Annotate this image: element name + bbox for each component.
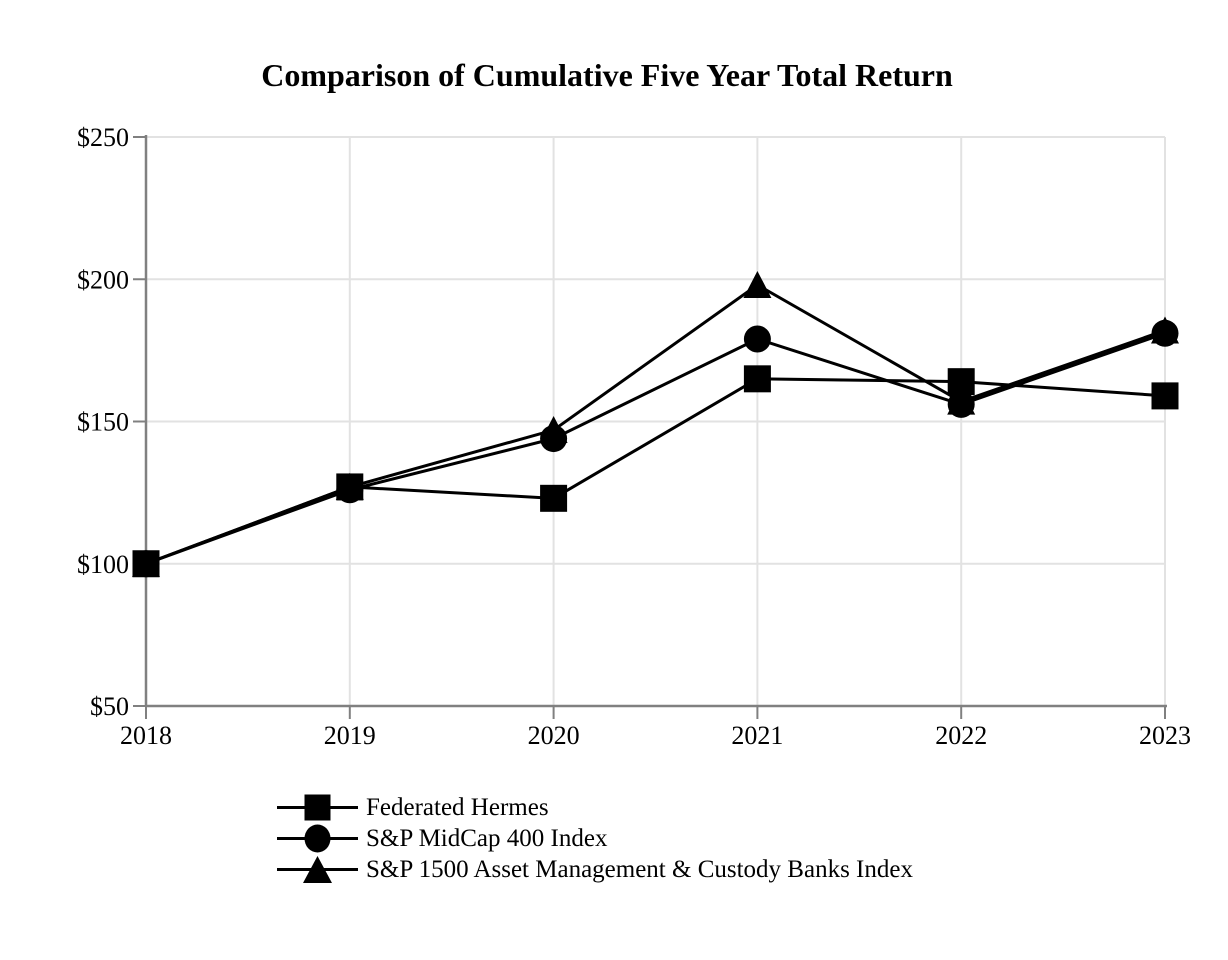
legend: Federated Hermes S&P MidCap 400 Index S&… xyxy=(277,792,913,885)
y-tick-label: $50 xyxy=(90,692,129,721)
legend-item-sp-midcap-400: S&P MidCap 400 Index xyxy=(277,823,913,854)
marker-square xyxy=(132,550,160,578)
square-marker-icon xyxy=(277,794,358,821)
x-tick-label: 2021 xyxy=(731,721,783,750)
marker-square xyxy=(336,473,364,501)
x-tick-label: 2020 xyxy=(528,721,580,750)
legend-item-sp-1500-asset-mgmt: S&P 1500 Asset Management & Custody Bank… xyxy=(277,854,913,885)
series-line xyxy=(145,331,1166,566)
y-tick-label: $200 xyxy=(77,265,129,294)
marker-square xyxy=(947,368,975,396)
marker-square xyxy=(540,484,568,512)
marker-circle xyxy=(947,390,975,418)
x-tick-label: 2023 xyxy=(1139,721,1191,750)
legend-item-federated-hermes: Federated Hermes xyxy=(277,792,913,823)
series-line xyxy=(145,377,1166,566)
marker-square xyxy=(743,365,771,393)
marker-triangle xyxy=(743,270,772,298)
marker-square xyxy=(1151,382,1179,410)
chart-title: Comparison of Cumulative Five Year Total… xyxy=(261,57,953,93)
legend-label: S&P 1500 Asset Management & Custody Bank… xyxy=(366,856,913,883)
marker-circle xyxy=(1151,319,1179,347)
triangle-marker-icon xyxy=(277,856,358,883)
y-tick-label: $100 xyxy=(77,550,129,579)
legend-label: Federated Hermes xyxy=(366,794,549,821)
y-tick-label: $150 xyxy=(77,408,129,437)
series-line xyxy=(145,283,1166,566)
legend-label: S&P MidCap 400 Index xyxy=(366,825,608,852)
y-tick-label: $250 xyxy=(77,123,129,152)
marker-circle xyxy=(743,325,771,353)
x-tick-label: 2022 xyxy=(935,721,987,750)
circle-marker-icon xyxy=(277,824,358,853)
marker-circle xyxy=(540,425,568,453)
x-tick-label: 2019 xyxy=(324,721,376,750)
x-tick-label: 2018 xyxy=(120,721,172,750)
